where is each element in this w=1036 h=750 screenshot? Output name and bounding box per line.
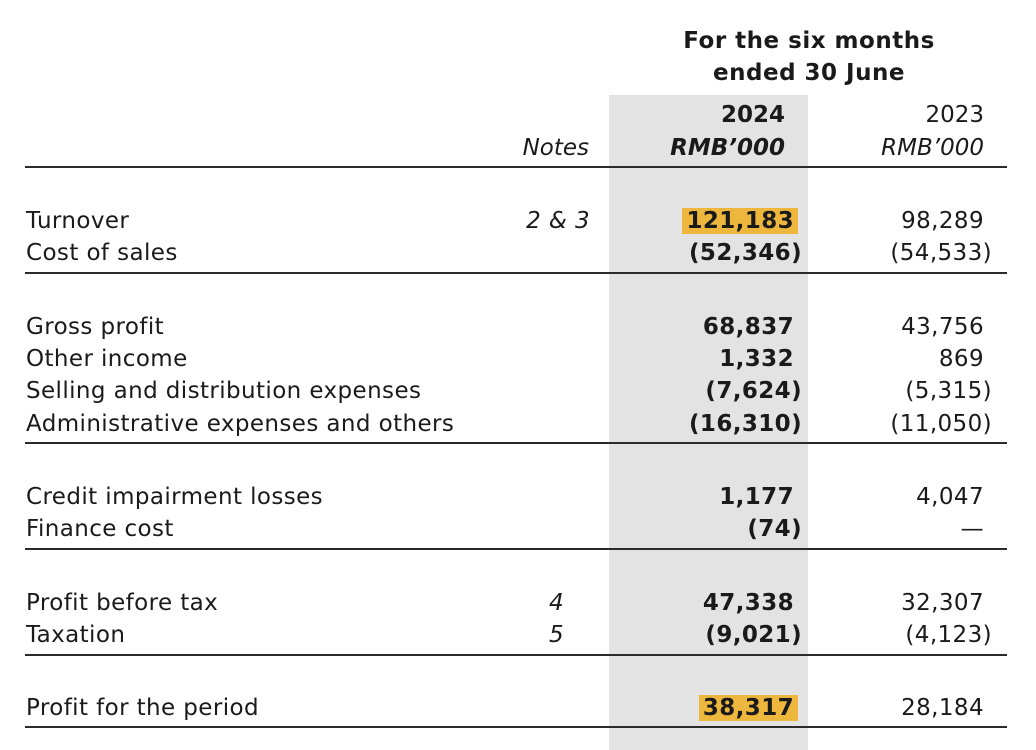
selling-prior-value: (5,315)	[905, 378, 992, 404]
finance-current-value: (74)	[747, 516, 802, 542]
period-heading-line1: For the six months	[683, 28, 935, 54]
section-rule	[25, 548, 1007, 550]
profit-current-value: 38,317	[698, 695, 798, 721]
gross-profit-prior-value: 43,756	[901, 314, 984, 340]
credit-current-value: 1,177	[719, 484, 794, 510]
row-note: 5	[548, 622, 564, 648]
row-label: Gross profit	[26, 314, 165, 340]
year-current-header: 2024	[720, 102, 785, 128]
selling-current-value: (7,624)	[705, 378, 802, 404]
admin-prior-value: (11,050)	[890, 411, 992, 437]
header-rule	[25, 166, 1007, 168]
row-label: Taxation	[26, 622, 126, 648]
period-heading-line2: ended 30 June	[713, 60, 905, 86]
section-rule	[25, 442, 1007, 444]
row-label: Other income	[26, 346, 188, 372]
unit-prior-header: RMB’000	[881, 135, 984, 161]
row-label: Profit for the period	[26, 695, 259, 721]
row-label: Administrative expenses and others	[26, 411, 455, 437]
notes-column-header: Notes	[522, 135, 589, 161]
pbt-prior-value: 32,307	[901, 590, 984, 616]
section-rule	[25, 272, 1007, 274]
unit-current-header: RMB’000	[670, 135, 785, 161]
bottom-rule	[25, 726, 1007, 728]
credit-prior-value: 4,047	[916, 484, 984, 510]
finance-prior-value: —	[960, 516, 984, 542]
tax-current-value: (9,021)	[705, 622, 802, 648]
row-label: Finance cost	[26, 516, 174, 542]
row-label: Profit before tax	[26, 590, 219, 616]
row-note: 4	[548, 590, 564, 616]
current-period-column-shading	[609, 95, 808, 750]
row-note: 2 & 3	[526, 208, 590, 234]
year-prior-header: 2023	[925, 102, 984, 128]
profit-prior-value: 28,184	[901, 695, 984, 721]
other-income-current-value: 1,332	[719, 346, 794, 372]
admin-current-value: (16,310)	[689, 411, 802, 437]
other-income-prior-value: 869	[938, 346, 984, 372]
tax-prior-value: (4,123)	[905, 622, 992, 648]
turnover-prior-value: 98,289	[901, 208, 984, 234]
row-label: Turnover	[26, 208, 130, 234]
row-label: Cost of sales	[26, 240, 178, 266]
gross-profit-current-value: 68,837	[702, 314, 794, 340]
cost-of-sales-prior-value: (54,533)	[890, 240, 992, 266]
pbt-current-value: 47,338	[702, 590, 794, 616]
section-rule	[25, 654, 1007, 656]
turnover-current-value: 121,183	[682, 208, 798, 234]
row-label: Credit impairment losses	[26, 484, 324, 510]
row-label: Selling and distribution expenses	[26, 378, 422, 404]
cost-of-sales-current-value: (52,346)	[689, 240, 802, 266]
